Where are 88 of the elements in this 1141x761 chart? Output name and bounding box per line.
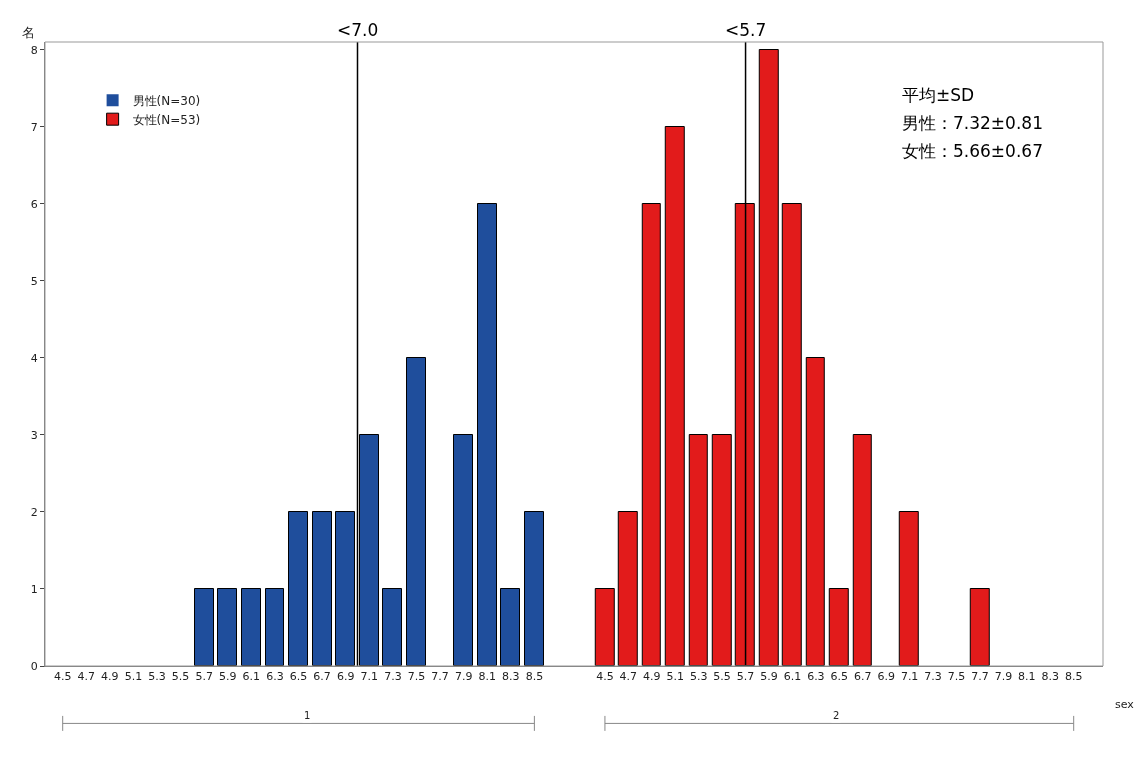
x-tick-label: 5.1 — [666, 670, 684, 684]
x-tick-label: 5.3 — [689, 670, 708, 684]
x-tick-label: 6.7 — [313, 670, 331, 684]
x-tick-label: 8.1 — [1018, 670, 1036, 684]
bar — [711, 434, 732, 666]
x-tick-label: 8.5 — [1064, 670, 1083, 684]
bar — [453, 434, 473, 666]
y-tick-label: 8 — [30, 43, 38, 57]
x-tick-label: 4.5 — [53, 670, 72, 684]
bar — [500, 588, 520, 666]
x-tick-label: 6.1 — [242, 670, 261, 684]
bar — [688, 434, 708, 666]
bar — [335, 511, 355, 666]
x-tick-label: 5.3 — [148, 670, 166, 684]
x-tick-label: 6.3 — [807, 670, 825, 684]
bar — [898, 511, 919, 666]
x-tick-label: 6.9 — [877, 670, 895, 684]
legend-label: 男性(N=30) — [132, 93, 201, 108]
annotation: 男性：7.32±0.81 — [902, 113, 1043, 133]
bar — [828, 588, 849, 666]
x-tick-label: 6.5 — [830, 670, 849, 684]
x-tick-label: 6.3 — [266, 670, 284, 684]
bar — [781, 203, 802, 666]
y-tick-label: 2 — [30, 505, 38, 519]
x-tick-label: 4.9 — [643, 670, 661, 684]
bar — [758, 49, 779, 666]
x-tick-label: 5.7 — [195, 670, 213, 684]
ref-line-label: <5.7 — [725, 20, 767, 40]
y-tick-label: 1 — [30, 582, 38, 596]
x-tick-label: 7.3 — [384, 670, 402, 684]
x-tick-label: 5.1 — [124, 670, 143, 684]
x-tick-label: 4.5 — [596, 670, 614, 684]
x-tick-label: 6.1 — [783, 670, 802, 684]
y-axis-title: 名 — [22, 25, 35, 40]
x-tick-label: 7.9 — [454, 670, 473, 684]
y-tick-label: 0 — [30, 659, 38, 673]
x-tick-label: 5.5 — [171, 670, 190, 684]
x-tick-label: 4.7 — [77, 670, 96, 684]
bar — [194, 588, 214, 666]
x-tick-label: 7.5 — [947, 670, 966, 684]
bar — [852, 434, 872, 666]
bar — [969, 588, 990, 666]
x-tick-label: 6.7 — [854, 670, 872, 684]
x-tick-label: 7.1 — [900, 670, 919, 684]
bar — [641, 203, 661, 666]
x-axis-title: 1 — [304, 710, 311, 721]
legend-label: 女性(N=53) — [132, 112, 201, 127]
x-tick-label: 7.7 — [431, 670, 449, 684]
bar — [805, 357, 825, 666]
bar — [477, 203, 497, 666]
x-tick-label: 5.5 — [713, 670, 731, 684]
y-tick-label: 7 — [30, 120, 38, 134]
x-tick-label: 4.9 — [101, 670, 119, 684]
bar — [594, 588, 615, 666]
x-tick-label: 8.1 — [478, 670, 496, 684]
x-tick-label: 7.9 — [994, 670, 1013, 684]
x-tick-label: 7.5 — [407, 670, 426, 684]
x-tick-label: 7.7 — [971, 670, 989, 684]
bar — [265, 588, 284, 666]
x-tick-label: 5.9 — [219, 670, 237, 684]
annotation: 平均±SD — [902, 85, 975, 105]
ref-line-label: <7.0 — [337, 20, 379, 40]
bar — [664, 126, 685, 666]
x-tick-label: 5.7 — [736, 670, 755, 684]
bar — [524, 511, 544, 666]
x-tick-label: 8.3 — [502, 670, 520, 684]
x-tick-label: 6.9 — [336, 670, 355, 684]
bar — [617, 511, 638, 666]
x-tick-label: 6.5 — [289, 670, 308, 684]
y-tick-label: 3 — [30, 428, 38, 442]
bar — [312, 511, 332, 666]
bar — [288, 511, 308, 666]
annotation: 女性：5.66±0.67 — [902, 141, 1043, 161]
x-axis-title: 2 — [833, 710, 840, 721]
x-tick-label: 7.1 — [360, 670, 379, 684]
bar — [382, 588, 402, 666]
y-tick-label: 4 — [30, 351, 38, 365]
y-tick-label: 5 — [30, 274, 38, 288]
bar — [217, 588, 237, 666]
x-tick-label: 5.9 — [760, 670, 778, 684]
bar — [241, 588, 261, 666]
x-tick-label: 7.3 — [924, 670, 942, 684]
x-tick-label: 4.7 — [619, 670, 638, 684]
bar — [406, 357, 426, 666]
y-tick-label: 6 — [30, 197, 38, 211]
x-tick-label: 8.3 — [1041, 670, 1060, 684]
x-tick-label: 8.5 — [525, 670, 544, 684]
text: sex — [1115, 698, 1135, 711]
